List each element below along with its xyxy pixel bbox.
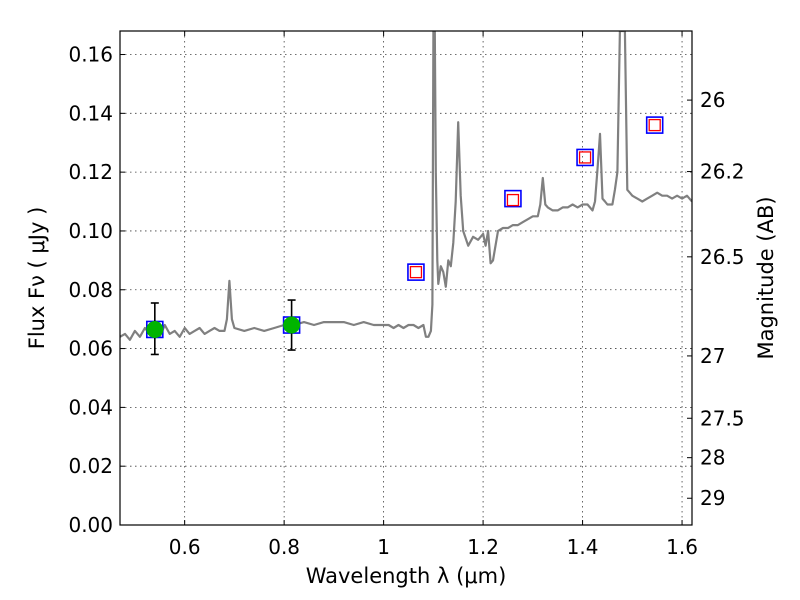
y2-tick-label: 26 (700, 88, 725, 112)
y-axis-label: Flux Fν ( μJy ) (25, 207, 49, 350)
y2-tick-label: 27 (700, 344, 725, 368)
photometry-square (407, 263, 425, 281)
x-axis-label: Wavelength λ (μm) (306, 564, 507, 588)
upper-limit-square (506, 193, 520, 207)
upper-limit-square (578, 151, 592, 164)
y2-axis-label: Magnitude (AB) (754, 196, 778, 359)
x-tick-label: 1.2 (467, 535, 499, 559)
upper-limit-square (648, 118, 661, 132)
y2-tick-label: 26.2 (700, 160, 745, 184)
x-tick-label: 1 (377, 535, 390, 559)
y2-tick-label: 26.5 (700, 245, 745, 269)
y-tick-label: 0.14 (68, 101, 113, 125)
y2-tick-label: 28 (700, 446, 725, 470)
x-tick-label: 0.6 (169, 535, 201, 559)
y-axis-left: 0.00 0.02 0.04 0.06 0.08 0.10 0.12 0.14 0.16 (68, 43, 125, 537)
y-tick-label: 0.16 (68, 43, 113, 67)
grid (120, 31, 692, 525)
x-tick-label: 0.8 (268, 535, 300, 559)
y2-tick-label: 27.5 (700, 406, 745, 430)
plot-frame (119, 30, 693, 526)
y-tick-label: 0.00 (68, 513, 113, 537)
y-tick-label: 0.12 (68, 160, 113, 184)
spectrum-layer (120, 31, 692, 341)
markers-layer (146, 116, 664, 356)
y2-tick-label: 29 (700, 486, 725, 510)
y-tick-label: 0.06 (68, 337, 113, 361)
y-tick-label: 0.04 (68, 395, 113, 419)
x-axis: 0.6 0.8 1 1.2 1.4 1.6 (169, 31, 698, 559)
x-tick-label: 1.6 (666, 535, 698, 559)
observed-point (283, 316, 301, 334)
photometry-square (645, 116, 664, 134)
x-tick-label: 1.4 (567, 535, 599, 559)
y-tick-label: 0.02 (68, 454, 113, 478)
spectrum-line (120, 31, 692, 341)
y-tick-label: 0.08 (68, 278, 113, 302)
upper-limit-square (409, 265, 423, 279)
y-tick-label: 0.10 (68, 219, 113, 243)
photometry-square (504, 189, 522, 208)
observed-point (146, 320, 164, 338)
photometry-square (576, 148, 594, 167)
y-axis-right: 26 26.2 26.5 27 27.5 28 29 (687, 88, 745, 510)
